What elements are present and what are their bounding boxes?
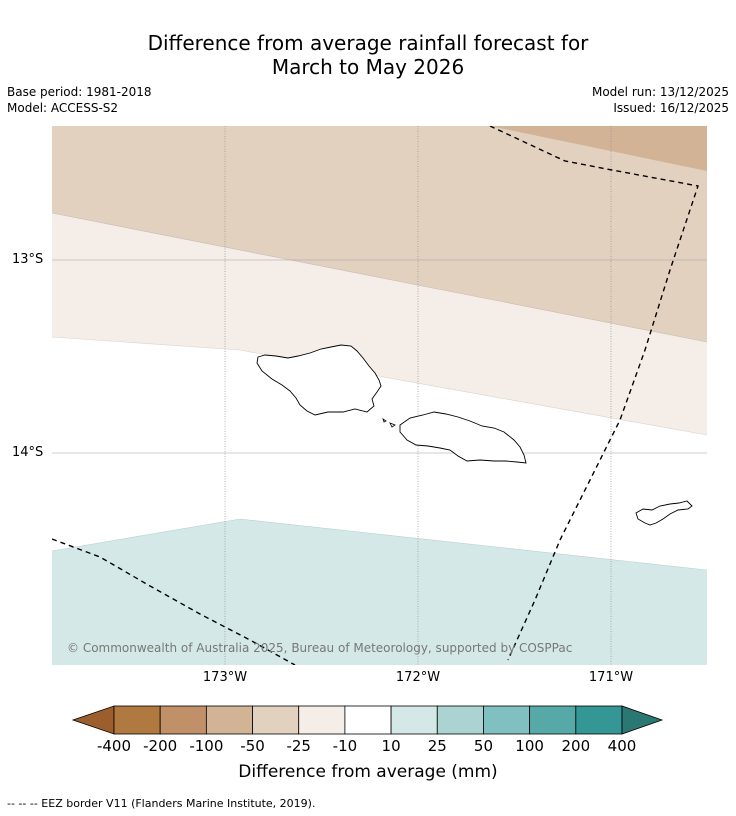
lon-label-172w: 172°W <box>395 670 441 685</box>
colorbar-tick-label: -200 <box>143 737 178 755</box>
colorbar-segment <box>344 705 392 735</box>
title-line-2: March to May 2026 <box>271 55 465 79</box>
colorbar-segment <box>298 705 346 735</box>
colorbar-segment <box>252 705 300 735</box>
colorbar-tick-label: -100 <box>189 737 224 755</box>
island-upolu <box>399 411 527 464</box>
colorbar-segment <box>529 705 577 735</box>
model-name: Model: ACCESS-S2 <box>7 101 119 115</box>
lon-label-171w: 171°W <box>588 670 634 685</box>
island-savaii <box>256 344 382 416</box>
colorbar <box>71 705 664 735</box>
island-tutuila <box>635 500 693 526</box>
colorbar-tick-label: -50 <box>240 737 265 755</box>
colorbar-segments <box>113 705 623 735</box>
colorbar-segment <box>159 705 207 735</box>
model-run: Model run: 13/12/2025 <box>591 85 729 99</box>
colorbar-segment <box>575 705 623 735</box>
colorbar-tick-label: 25 <box>427 737 447 755</box>
band-minus-25-to-minus-10 <box>52 213 707 435</box>
colorbar-tick-label: -10 <box>332 737 358 755</box>
colorbar-tick-label: -25 <box>286 737 311 755</box>
lon-label-173w: 173°W <box>202 670 248 685</box>
colorbar-tick-label: 10 <box>381 737 401 755</box>
colorbar-title: Difference from average (mm) <box>238 762 498 782</box>
eez-border-east <box>489 126 699 661</box>
map-area <box>52 126 707 665</box>
issued-date: Issued: 16/12/2025 <box>613 101 729 115</box>
lat-label-13s: 13°S <box>12 252 44 267</box>
meta-right: Model run: 13/12/2025 Issued: 16/12/2025 <box>592 84 729 116</box>
title-line-1: Difference from average rainfall forecas… <box>147 31 589 55</box>
islet-apolima <box>382 418 387 423</box>
colorbar-tick-label: 100 <box>515 737 544 755</box>
band-minus-50-to-minus-25 <box>52 126 707 342</box>
colorbar-segment <box>390 705 438 735</box>
base-period: Base period: 1981-2018 <box>7 85 152 99</box>
lat-label-14s: 14°S <box>12 445 44 460</box>
colorbar-tick-label: 200 <box>561 737 591 755</box>
colorbar-segment <box>436 705 484 735</box>
colorbar-tick-label: -400 <box>96 737 132 755</box>
colorbar-extend-right <box>621 705 664 735</box>
colorbar-tick-label: 400 <box>607 737 637 755</box>
colorbar-segment <box>113 705 161 735</box>
colorbar-segment <box>205 705 253 735</box>
chart-title: Difference from average rainfall forecas… <box>0 31 736 79</box>
band-minus-100-to-minus-50 <box>490 126 707 171</box>
meta-left: Base period: 1981-2018 Model: ACCESS-S2 <box>7 84 152 116</box>
eez-footnote: -- -- -- EEZ border V11 (Flanders Marine… <box>7 797 316 810</box>
band-10-to-25 <box>52 519 707 665</box>
colorbar-extend-left <box>71 705 115 735</box>
colorbar-tick-label: 50 <box>473 737 493 755</box>
eez-border-south <box>52 538 296 665</box>
colorbar-segment <box>483 705 531 735</box>
copyright-notice: © Commonwealth of Australia 2025, Bureau… <box>67 641 573 655</box>
islet-manono <box>389 422 396 428</box>
